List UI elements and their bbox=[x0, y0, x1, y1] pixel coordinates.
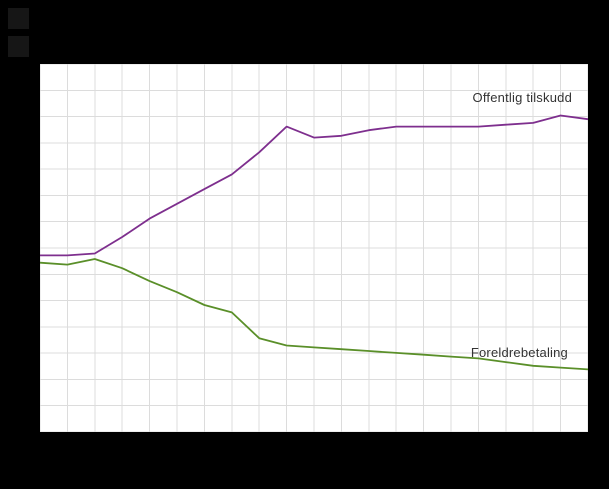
series-label-foreldrebetaling: Foreldrebetaling bbox=[470, 345, 568, 360]
plot-area: Offentlig tilskudd Foreldrebetaling bbox=[40, 64, 588, 432]
logo-placeholder-top bbox=[8, 8, 29, 29]
line-chart bbox=[40, 64, 588, 432]
logo-placeholder-bottom bbox=[8, 36, 29, 57]
series-label-offentlig-tilskudd: Offentlig tilskudd bbox=[472, 90, 572, 105]
